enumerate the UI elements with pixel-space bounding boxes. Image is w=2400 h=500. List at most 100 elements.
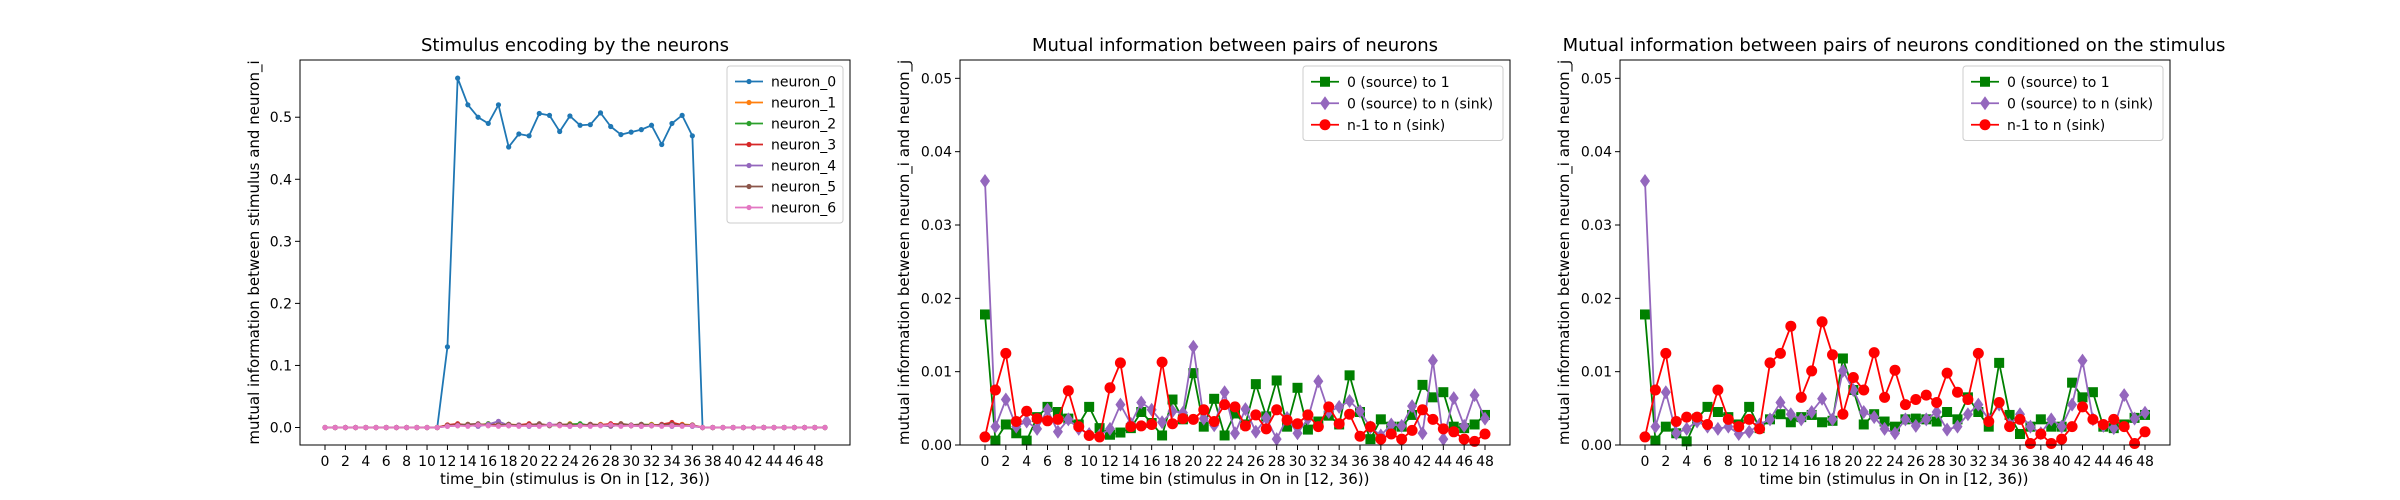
data-point: [1837, 363, 1848, 378]
data-point: [761, 424, 767, 431]
data-point: [1796, 412, 1807, 427]
data-point: [1292, 382, 1303, 393]
legend-marker: [746, 204, 752, 211]
data-point: [2077, 392, 2088, 403]
data-point: [455, 75, 461, 81]
x-tick-label: 16: [479, 454, 497, 470]
data-point: [1052, 424, 1063, 439]
x-tick-label: 22: [1865, 454, 1883, 470]
x-axis-label: time bin (stimulus in On in [12, 36)): [1760, 470, 2029, 488]
data-point: [618, 131, 624, 138]
x-tick-label: 40: [2053, 454, 2071, 470]
data-point: [2129, 411, 2140, 426]
data-point: [1021, 405, 1033, 417]
x-tick-label: 30: [1289, 454, 1307, 470]
x-tick-label: 36: [1351, 454, 1369, 470]
x-tick-label: 20: [1184, 454, 1202, 470]
data-point: [1052, 407, 1063, 417]
legend-entry: neuron_5: [735, 180, 836, 196]
data-point: [1754, 423, 1766, 435]
data-point: [1921, 412, 1932, 427]
data-point: [1312, 421, 1324, 433]
data-point: [2015, 429, 2025, 439]
x-tick-label: 42: [2074, 454, 2092, 470]
data-point: [771, 424, 777, 431]
x-tick-label: 20: [520, 454, 538, 470]
x-tick-label: 22: [541, 454, 559, 470]
data-point: [1681, 411, 1693, 423]
data-point: [1837, 408, 1849, 420]
x-tick-label: 32: [1969, 454, 1987, 470]
data-point: [1406, 424, 1418, 436]
x-tick-label: 44: [765, 454, 783, 470]
data-point: [455, 423, 461, 429]
data-point: [1900, 412, 1911, 427]
data-point: [506, 423, 512, 429]
data-point: [1271, 375, 1282, 386]
data-point: [536, 110, 542, 117]
data-point: [1302, 409, 1314, 421]
data-point: [1942, 422, 1953, 437]
data-point: [659, 141, 665, 148]
data-point: [990, 435, 1001, 446]
data-point: [1198, 421, 1209, 432]
data-point: [1042, 402, 1053, 417]
axis-ticks: 0 2 4 6 8 10 12 14 16 18 20 22 24 26 28 30 32 34 36 38 40 42 4…: [921, 71, 1494, 470]
data-point: [1083, 429, 1095, 441]
chart-title: Mutual information between pairs of neur…: [1032, 35, 1438, 56]
x-tick-label: 30: [622, 454, 640, 470]
data-point: [669, 120, 675, 127]
data-point: [2035, 428, 2047, 440]
x-tick-label: 4: [1682, 454, 1691, 470]
data-point: [1021, 435, 1032, 446]
data-point: [1396, 433, 1408, 445]
data-point: [1650, 435, 1661, 446]
data-point: [2025, 419, 2036, 434]
data-point: [1931, 405, 1942, 419]
x-tick-label: 38: [2032, 454, 2050, 470]
legend-label: 0 (source) to 1: [1347, 75, 1450, 91]
x-tick-label: 10: [418, 454, 436, 470]
data-point: [1869, 410, 1880, 425]
legend-marker: [1320, 76, 1330, 87]
data-point: [1417, 379, 1428, 390]
data-point: [1313, 374, 1324, 389]
data-point: [1427, 353, 1438, 368]
x-tick-label: 8: [1064, 454, 1073, 470]
x-tick-label: 36: [683, 454, 701, 470]
x-tick-label: 0: [1641, 454, 1650, 470]
data-point: [363, 424, 369, 431]
data-point: [322, 424, 328, 431]
data-point: [710, 424, 716, 431]
legend: 0 (source) to 1 0 (source) to n (sink) n-1…: [1302, 65, 1504, 141]
data-point: [1858, 384, 1870, 396]
data-point: [506, 144, 512, 150]
data-point: [781, 424, 787, 431]
data-point: [638, 127, 644, 133]
data-point: [1744, 401, 1755, 412]
data-point: [1640, 309, 1650, 320]
data-point: [1136, 407, 1147, 417]
data-point: [1073, 421, 1085, 433]
legend-marker: [1980, 76, 1990, 87]
data-point: [1302, 424, 1313, 435]
x-tick-label: 24: [1226, 454, 1244, 470]
data-point: [1994, 357, 2005, 368]
legend-box: [1962, 65, 2164, 141]
data-point: [1479, 428, 1491, 440]
legend-marker: [1980, 96, 1990, 111]
data-point: [1417, 426, 1428, 441]
data-point: [1271, 432, 1282, 447]
data-point: [1817, 391, 1828, 406]
data-point: [2045, 438, 2057, 450]
data-point: [980, 309, 990, 320]
data-point: [2014, 413, 2026, 425]
data-point: [1396, 418, 1407, 433]
data-point: [1650, 419, 1661, 434]
x-tick-label: 6: [1043, 454, 1052, 470]
data-point: [1764, 357, 1776, 369]
data-point: [1712, 407, 1723, 417]
y-tick-label: 0.02: [921, 291, 952, 307]
x-tick-label: 18: [1824, 454, 1842, 470]
legend-marker: [746, 99, 752, 106]
